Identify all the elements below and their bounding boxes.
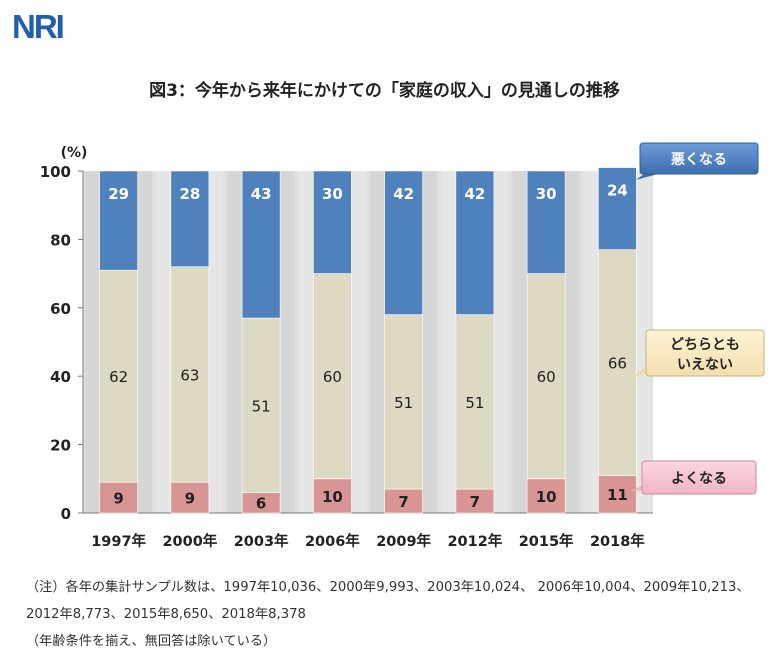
x-tick-label: 2009年	[376, 532, 431, 550]
x-tick-label: 2003年	[234, 532, 289, 550]
data-label-better: 10	[536, 488, 557, 506]
bar-segment-neither	[598, 249, 637, 476]
footnote-sample-sizes: （注）各年の集計サンプル数は、1997年10,036、2000年9,993、20…	[26, 580, 750, 622]
bar-segment-better	[526, 478, 566, 514]
bar-segment-worse	[455, 170, 495, 315]
y-tick-label: 60	[50, 300, 71, 318]
bar-segment-neither	[99, 269, 138, 483]
chart-title: 図3：今年から来年にかけての「家庭の収入」の見通しの推移	[149, 81, 620, 101]
data-label-better: 7	[398, 493, 408, 511]
stacked-bar-chart: 0 20 40 60 80 100 (%) 9 62 29 1997年 9 63 28 2000年 6 51 43…	[40, 142, 765, 550]
data-label-better: 9	[185, 490, 195, 508]
data-label-neither: 63	[180, 366, 199, 384]
bar-segment-neither	[526, 273, 566, 480]
x-tick-label: 2015年	[519, 532, 574, 550]
data-label-better: 11	[607, 486, 628, 504]
data-label-worse: 42	[464, 185, 485, 203]
callout-better-box	[641, 460, 757, 495]
footnotes: （注）各年の集計サンプル数は、1997年10,036、2000年9,993、20…	[26, 574, 761, 655]
bar-segment-neither	[384, 314, 423, 490]
bar-segment-neither	[455, 314, 495, 490]
bar-segment-neither	[241, 317, 281, 493]
y-tick-label: 20	[50, 437, 71, 455]
bar-segment-worse	[598, 167, 637, 250]
bar-segment-worse	[170, 170, 210, 268]
bar-segment-worse	[526, 170, 566, 274]
bar-segment-neither	[170, 266, 210, 483]
data-label-worse: 43	[251, 185, 272, 203]
callout-worse-box	[639, 142, 759, 175]
bar-segment-worse	[384, 170, 423, 315]
data-label-neither: 51	[465, 394, 484, 412]
data-label-worse: 30	[536, 185, 557, 203]
data-label-better: 7	[470, 493, 480, 511]
data-label-neither: 51	[394, 394, 413, 412]
y-tick-label: 40	[50, 368, 71, 386]
bar-segment-worse	[313, 170, 352, 274]
callout-worse-label: 悪くなる	[671, 152, 727, 168]
bar-segment-better	[170, 481, 210, 514]
callout-better-label: よくなる	[671, 471, 727, 487]
footnote-conditions: （年齢条件を揃え、無回答は除いている）	[26, 634, 277, 649]
data-label-better: 6	[256, 495, 266, 513]
y-tick-label: 80	[50, 231, 71, 249]
x-tick-label: 2012年	[447, 532, 502, 550]
y-tick-label: 100	[40, 163, 71, 181]
data-label-worse: 29	[108, 185, 129, 203]
nri-logo: NRI	[12, 8, 65, 45]
bar-segment-better	[99, 481, 138, 514]
x-tick-label: 1997年	[91, 532, 146, 550]
data-label-neither: 60	[537, 368, 556, 386]
data-label-neither: 66	[608, 355, 627, 373]
callout-neither-label-1: どちらとも	[670, 337, 740, 353]
bar-segment-worse	[241, 170, 281, 319]
data-label-better: 9	[113, 490, 123, 508]
y-tick-label: 0	[61, 505, 71, 523]
bar-segment-better	[598, 475, 637, 514]
callout-neither-box	[645, 329, 765, 377]
data-label-worse: 24	[607, 182, 628, 200]
data-label-worse: 42	[393, 185, 414, 203]
data-label-worse: 28	[179, 185, 200, 203]
y-axis-unit-label: (%)	[61, 145, 88, 161]
data-label-neither: 51	[252, 397, 271, 415]
x-tick-label: 2018年	[590, 532, 645, 550]
callout-neither-label-2: いえない	[677, 357, 733, 373]
x-tick-label: 2000年	[162, 532, 217, 550]
bar-segment-worse	[99, 170, 138, 271]
bar-segment-better	[313, 478, 352, 514]
data-label-neither: 62	[109, 368, 128, 386]
x-tick-label: 2006年	[305, 532, 360, 550]
data-label-worse: 30	[322, 185, 343, 203]
bar-segment-neither	[313, 273, 352, 480]
data-label-neither: 60	[323, 368, 342, 386]
data-label-better: 10	[322, 488, 343, 506]
